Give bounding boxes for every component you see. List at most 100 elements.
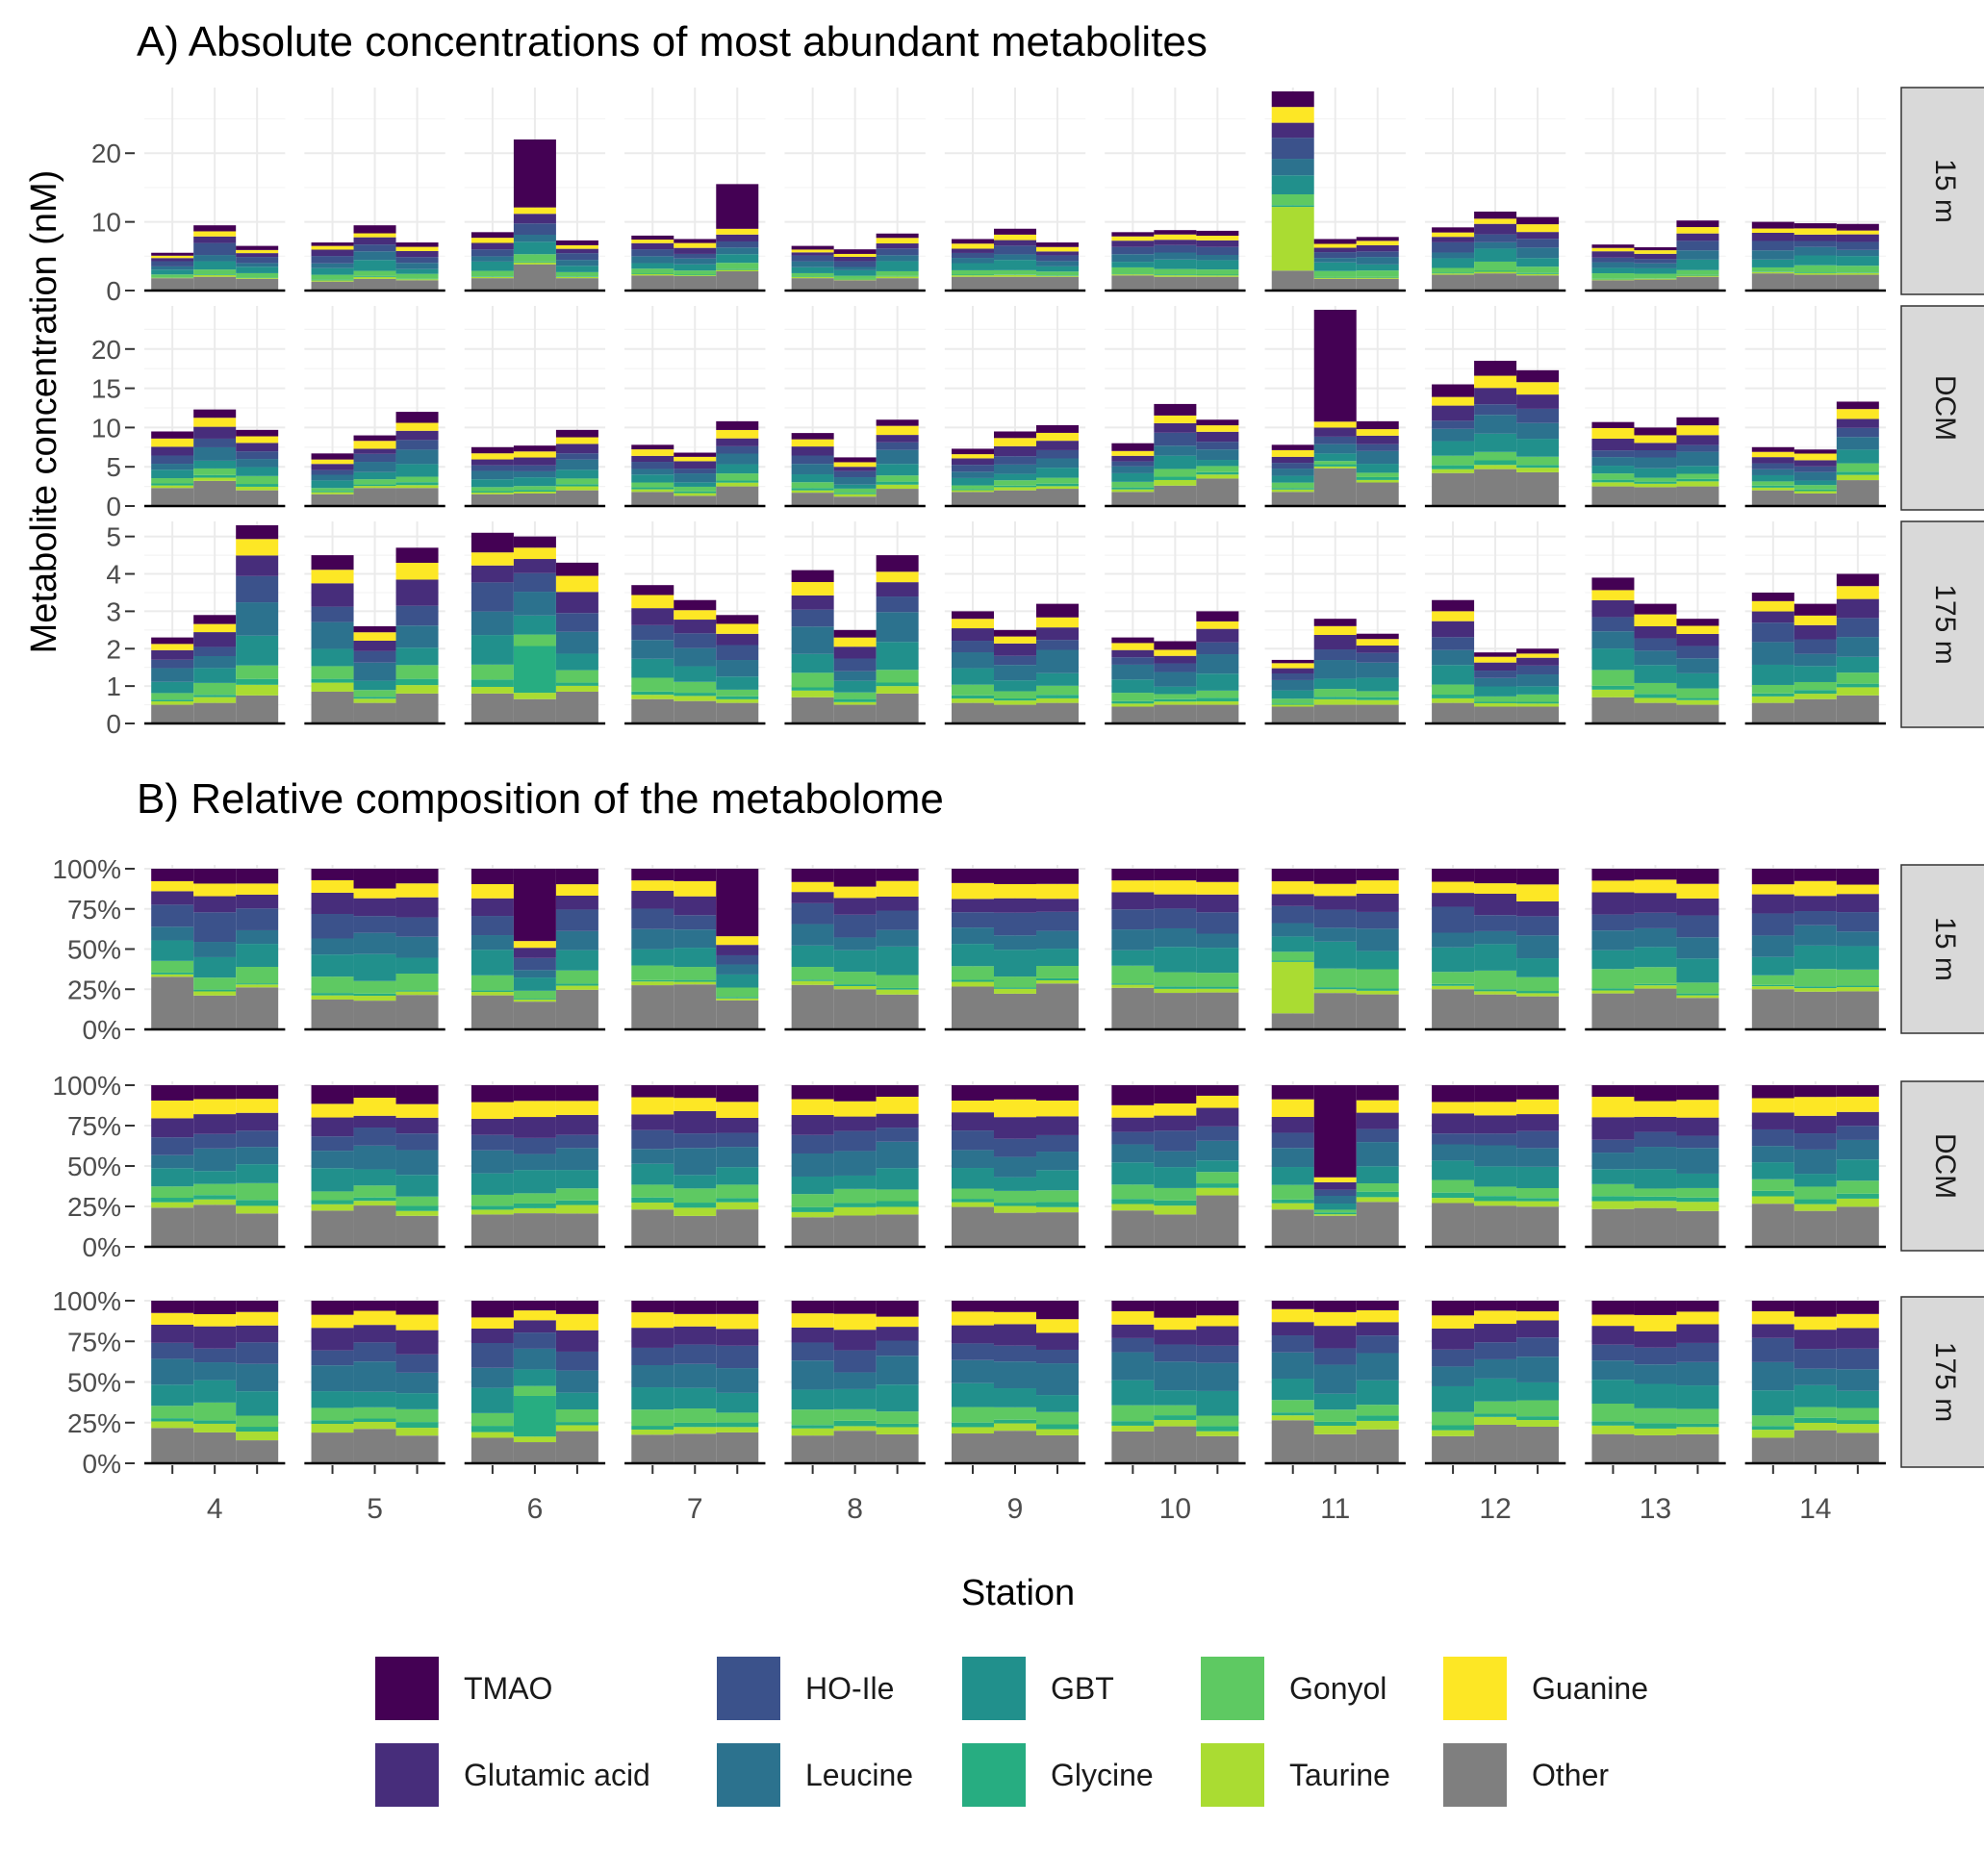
bar-segment-tmao-s4-b1-b-dcm <box>151 1085 194 1101</box>
bar-segment-taurine-s6-b3-b-175-m <box>555 1425 598 1432</box>
bar-segment-taurine-s6-b1-b-15-m <box>471 992 514 996</box>
bar-segment-leucine-s12-b1-a-dcm <box>1432 428 1475 442</box>
bar-segment-taurine-s12-b1-b-dcm <box>1432 1198 1475 1204</box>
bar-segment-tmao-s7-b2-b-dcm <box>674 1085 717 1099</box>
bar-segment-gonyol-s7-b3-a-15-m <box>716 263 759 269</box>
bar-segment-guanine-s13-b3-a-175-m <box>1676 625 1719 634</box>
bar-segment-other-s8-b1-b-175-m <box>791 1435 834 1463</box>
bar-segment-gonyol-s14-b3-a-dcm <box>1836 463 1879 472</box>
bar-segment-glutamic-acid-s10-b1-a-15-m <box>1111 241 1155 247</box>
bar-segment-gonyol-s13-b1-a-15-m <box>1591 273 1635 279</box>
bar-segment-taurine-s11-b3-a-dcm <box>1356 479 1399 483</box>
bar-segment-gonyol-s14-b3-b-15-m <box>1836 969 1879 986</box>
bar-segment-tmao-s7-b2-a-15-m <box>674 239 717 243</box>
bar-segment-glutamic-acid-s12-b3-b-15-m <box>1516 900 1560 917</box>
bar-segment-taurine-s13-b1-a-dcm <box>1591 482 1635 487</box>
bar-segment-other-s9-b3-b-175-m <box>1036 1434 1079 1463</box>
bar-segment-leucine-s13-b3-a-175-m <box>1676 658 1719 673</box>
bar-segment-taurine-s4-b3-a-15-m <box>236 278 279 279</box>
bar-segment-taurine-s8-b2-a-175-m <box>833 701 877 705</box>
bar-segment-taurine-s11-b1-a-dcm <box>1271 489 1314 493</box>
bar-segment-tmao-s7-b3-b-dcm <box>716 1085 759 1103</box>
bar-segment-gbt-s8-b3-b-dcm <box>876 1168 919 1190</box>
bar-segment-leucine-s12-b1-b-dcm <box>1432 1144 1475 1161</box>
bar-segment-guanine-s4-b3-b-dcm <box>236 1099 279 1113</box>
bar-segment-gbt-s4-b2-a-dcm <box>193 460 237 469</box>
bar-segment-guanine-s6-b3-b-15-m <box>555 884 598 896</box>
bar-segment-gbt-s11-b1-a-15-m <box>1271 175 1314 194</box>
bar-segment-ho-ile-s10-b1-b-175-m <box>1111 1337 1155 1353</box>
bar-segment-tmao-s6-b2-a-175-m <box>513 536 556 548</box>
bar-segment-glutamic-acid-s8-b3-b-dcm <box>876 1113 919 1128</box>
bar-segment-glutamic-acid-s9-b2-b-dcm <box>994 1117 1036 1139</box>
bar-segment-glycine-s5-b1-a-15-m <box>311 279 354 281</box>
bar-segment-taurine-s5-b2-a-dcm <box>353 486 396 489</box>
bar-segment-glycine-s6-b2-b-15-m <box>513 998 556 1000</box>
bar-segment-tmao-s11-b1-a-dcm <box>1271 444 1314 450</box>
bar-segment-gonyol-s9-b2-b-15-m <box>994 976 1036 988</box>
bar-segment-guanine-s14-b2-b-15-m <box>1793 880 1837 897</box>
bar-segment-guanine-s8-b3-b-175-m <box>876 1316 919 1328</box>
bar-segment-tmao-s10-b3-b-dcm <box>1196 1085 1239 1096</box>
bar-segment-glycine-s5-b1-b-dcm <box>311 1200 354 1204</box>
bar-segment-tmao-s11-b1-a-175-m <box>1271 659 1314 664</box>
bar-segment-ho-ile-s9-b3-a-175-m <box>1036 640 1079 650</box>
bar-segment-other-s5-b2-a-15-m <box>353 278 396 291</box>
bar-segment-leucine-s8-b3-b-175-m <box>876 1356 919 1385</box>
bar-segment-guanine-s8-b1-b-dcm <box>791 1099 834 1115</box>
y-tick-label: 25% <box>67 1408 121 1438</box>
bar-segment-other-s12-b1-b-15-m <box>1432 989 1475 1029</box>
bar-segment-other-s8-b2-a-15-m <box>833 280 877 291</box>
bar-segment-tmao-s12-b1-a-15-m <box>1432 227 1475 233</box>
y-tick-label: 0 <box>106 492 121 521</box>
bar-segment-guanine-s5-b3-b-dcm <box>395 1103 439 1118</box>
bar-segment-other-s5-b2-b-175-m <box>353 1429 396 1463</box>
bar-segment-ho-ile-s11-b2-b-175-m <box>1313 1348 1357 1365</box>
bar-segment-leucine-s4-b2-b-175-m <box>193 1362 237 1381</box>
y-tick-label: 5 <box>106 522 121 552</box>
bar-segment-tmao-s6-b2-b-175-m <box>513 1301 556 1311</box>
bar-segment-guanine-s11-b2-a-15-m <box>1313 243 1357 248</box>
bar-segment-taurine-s11-b1-b-dcm <box>1271 1203 1314 1210</box>
bar-segment-gbt-s7-b1-b-15-m <box>631 949 674 966</box>
bar-segment-glutamic-acid-s13-b2-b-dcm <box>1634 1116 1677 1132</box>
bar-segment-guanine-s14-b2-a-15-m <box>1793 228 1837 235</box>
bar-segment-glycine-s6-b1-a-dcm <box>471 491 514 493</box>
bar-segment-other-s11-b2-a-15-m <box>1313 278 1357 291</box>
bar-segment-glutamic-acid-s10-b1-a-175-m <box>1111 649 1155 658</box>
bar-segment-taurine-s10-b1-a-175-m <box>1111 703 1155 707</box>
bar-segment-tmao-s11-b3-b-dcm <box>1356 1085 1399 1101</box>
bar-segment-glutamic-acid-s11-b3-b-175-m <box>1356 1322 1399 1336</box>
legend-label-leucine: Leucine <box>805 1758 913 1792</box>
bar-segment-gbt-s8-b3-a-15-m <box>876 261 919 271</box>
bar-segment-gonyol-s9-b1-b-dcm <box>952 1188 994 1200</box>
bar-segment-gbt-s5-b2-a-175-m <box>353 680 396 691</box>
station-tick-label: 7 <box>687 1493 703 1525</box>
bar-segment-other-s14-b3-a-dcm <box>1836 480 1879 506</box>
bar-segment-gonyol-s12-b3-a-15-m <box>1516 266 1560 273</box>
bar-segment-glutamic-acid-s8-b1-a-dcm <box>791 446 834 456</box>
bar-segment-gonyol-s9-b3-a-175-m <box>1036 685 1079 696</box>
bar-segment-tmao-s12-b1-a-175-m <box>1432 599 1475 612</box>
bar-segment-tmao-s4-b2-b-15-m <box>193 869 237 884</box>
bar-segment-glutamic-acid-s8-b2-a-15-m <box>833 256 877 262</box>
bar-segment-gbt-s5-b1-a-175-m <box>311 648 354 667</box>
bar-segment-leucine-s9-b1-b-15-m <box>952 927 994 945</box>
bar-segment-tmao-s8-b2-a-15-m <box>833 249 877 254</box>
bar-segment-taurine-s11-b2-a-175-m <box>1313 698 1357 705</box>
bar-segment-taurine-s8-b2-b-175-m <box>833 1426 877 1432</box>
bar-segment-glycine-s6-b3-b-175-m <box>555 1422 598 1426</box>
bar-segment-glutamic-acid-s14-b3-a-dcm <box>1836 418 1879 428</box>
bar-segment-glycine-s5-b2-a-175-m <box>353 697 396 699</box>
bar-segment-guanine-s7-b3-a-15-m <box>716 228 759 235</box>
bar-segment-other-s6-b3-a-175-m <box>555 691 598 723</box>
y-tick-label: 25% <box>67 1192 121 1222</box>
bar-segment-gbt-s11-b1-b-15-m <box>1271 936 1314 952</box>
bar-segment-taurine-s4-b2-b-dcm <box>193 1199 237 1205</box>
bar-segment-taurine-s7-b1-a-175-m <box>631 695 674 699</box>
bar-segment-guanine-s11-b3-a-dcm <box>1356 429 1399 436</box>
bar-segment-other-s13-b2-a-15-m <box>1634 279 1677 291</box>
bar-segment-tmao-s7-b3-a-15-m <box>716 184 759 229</box>
bar-segment-other-s10-b3-b-15-m <box>1196 992 1239 1029</box>
bar-segment-tmao-s7-b1-b-15-m <box>631 869 674 881</box>
